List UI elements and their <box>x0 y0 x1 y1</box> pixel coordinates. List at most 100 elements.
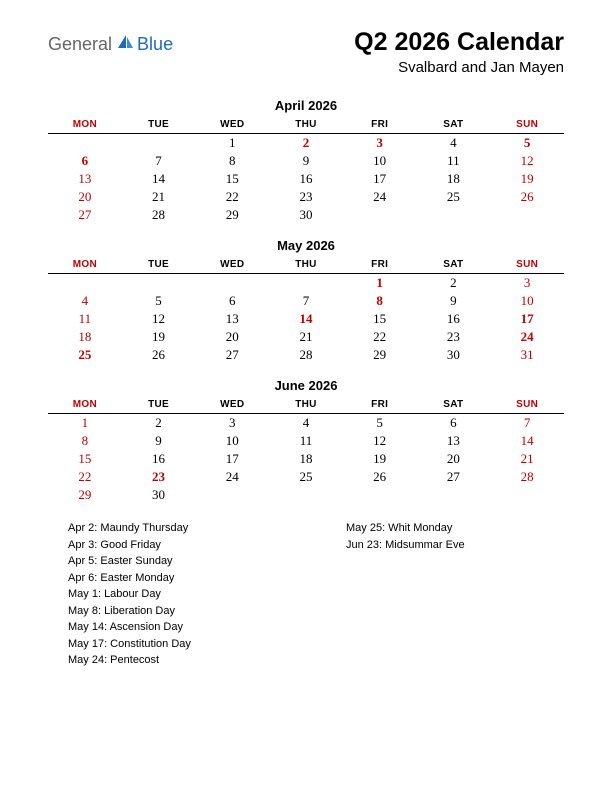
header: General Blue Q2 2026 Calendar Svalbard a… <box>48 28 564 76</box>
holiday-item: Apr 3: Good Friday <box>68 537 286 554</box>
calendar-cell: 15 <box>195 170 269 188</box>
calendar-table: MONTUEWEDTHUFRISATSUN1234567891011121314… <box>48 396 564 504</box>
day-header: FRI <box>343 396 417 414</box>
calendar-cell: 9 <box>122 432 196 450</box>
calendar-cell: 20 <box>48 188 122 206</box>
calendar-cell <box>417 486 491 504</box>
calendar-cell <box>343 486 417 504</box>
calendar-row: 891011121314 <box>48 432 564 450</box>
calendar-cell: 17 <box>343 170 417 188</box>
calendar-cell: 20 <box>195 328 269 346</box>
calendar-cell: 18 <box>269 450 343 468</box>
month-title: June 2026 <box>48 378 564 393</box>
calendar-cell: 6 <box>48 152 122 170</box>
calendar-cell: 13 <box>417 432 491 450</box>
calendar-cell: 3 <box>490 274 564 293</box>
calendar-cell <box>269 486 343 504</box>
calendar-cell: 29 <box>343 346 417 364</box>
holiday-item: May 1: Labour Day <box>68 586 286 603</box>
calendar-cell: 26 <box>343 468 417 486</box>
logo-sail-icon <box>117 34 135 55</box>
calendar-table: MONTUEWEDTHUFRISATSUN1234567891011121314… <box>48 116 564 224</box>
day-header: WED <box>195 256 269 274</box>
calendar-cell: 1 <box>195 134 269 153</box>
day-header: FRI <box>343 256 417 274</box>
calendar-cell: 18 <box>48 328 122 346</box>
day-header: MON <box>48 116 122 134</box>
calendar-cell: 30 <box>122 486 196 504</box>
holiday-item: Apr 2: Maundy Thursday <box>68 520 286 537</box>
holidays-right-col: May 25: Whit MondayJun 23: Midsummar Eve <box>346 520 564 669</box>
day-header: THU <box>269 256 343 274</box>
day-header: WED <box>195 396 269 414</box>
calendar-cell: 1 <box>48 414 122 433</box>
calendar-cell: 10 <box>195 432 269 450</box>
page-subtitle: Svalbard and Jan Mayen <box>354 59 564 76</box>
calendar-cell: 8 <box>195 152 269 170</box>
calendar-row: 22232425262728 <box>48 468 564 486</box>
calendar-cell: 5 <box>343 414 417 433</box>
day-header: THU <box>269 396 343 414</box>
calendar-cell: 12 <box>122 310 196 328</box>
calendar-cell <box>122 134 196 153</box>
calendar-cell: 20 <box>417 450 491 468</box>
day-header: TUE <box>122 256 196 274</box>
calendar-cell <box>195 274 269 293</box>
calendar-cell: 10 <box>490 292 564 310</box>
calendar-row: 11121314151617 <box>48 310 564 328</box>
calendar-cell: 11 <box>269 432 343 450</box>
calendar-cell: 29 <box>195 206 269 224</box>
calendar-cell: 18 <box>417 170 491 188</box>
calendar-cell: 21 <box>122 188 196 206</box>
calendar-cell: 16 <box>269 170 343 188</box>
calendar-cell: 22 <box>195 188 269 206</box>
month-block: June 2026MONTUEWEDTHUFRISATSUN1234567891… <box>48 378 564 504</box>
logo: General Blue <box>48 34 173 55</box>
calendar-cell: 30 <box>417 346 491 364</box>
calendar-row: 45678910 <box>48 292 564 310</box>
calendar-row: 123 <box>48 274 564 293</box>
calendar-cell <box>490 206 564 224</box>
calendar-row: 2930 <box>48 486 564 504</box>
calendar-cell: 2 <box>122 414 196 433</box>
calendar-cell: 22 <box>343 328 417 346</box>
holidays-list: Apr 2: Maundy ThursdayApr 3: Good Friday… <box>48 520 564 669</box>
calendar-row: 18192021222324 <box>48 328 564 346</box>
holiday-item: May 14: Ascension Day <box>68 619 286 636</box>
calendar-cell: 7 <box>269 292 343 310</box>
calendar-cell: 23 <box>122 468 196 486</box>
day-header: TUE <box>122 396 196 414</box>
calendar-cell: 9 <box>417 292 491 310</box>
day-header: SAT <box>417 256 491 274</box>
calendar-cell <box>122 274 196 293</box>
calendar-cell: 8 <box>343 292 417 310</box>
calendar-cell: 24 <box>343 188 417 206</box>
calendar-row: 15161718192021 <box>48 450 564 468</box>
calendar-cell: 6 <box>195 292 269 310</box>
calendar-cell: 31 <box>490 346 564 364</box>
calendar-cell: 5 <box>490 134 564 153</box>
calendar-cell: 13 <box>48 170 122 188</box>
calendar-cell <box>417 206 491 224</box>
calendar-cell: 1 <box>343 274 417 293</box>
calendar-cell: 16 <box>417 310 491 328</box>
calendar-cell: 30 <box>269 206 343 224</box>
holiday-item: Apr 5: Easter Sunday <box>68 553 286 570</box>
day-header: SUN <box>490 116 564 134</box>
calendar-row: 6789101112 <box>48 152 564 170</box>
calendar-cell: 25 <box>48 346 122 364</box>
holiday-item: Apr 6: Easter Monday <box>68 570 286 587</box>
calendar-cell: 28 <box>490 468 564 486</box>
calendar-cell <box>48 274 122 293</box>
calendar-cell: 4 <box>48 292 122 310</box>
calendar-cell <box>343 206 417 224</box>
calendar-row: 20212223242526 <box>48 188 564 206</box>
calendar-cell: 7 <box>490 414 564 433</box>
calendar-cell: 2 <box>417 274 491 293</box>
calendar-cell <box>195 486 269 504</box>
day-header: SUN <box>490 396 564 414</box>
calendar-cell: 17 <box>490 310 564 328</box>
page-title: Q2 2026 Calendar <box>354 28 564 57</box>
calendar-cell <box>48 134 122 153</box>
title-block: Q2 2026 Calendar Svalbard and Jan Mayen <box>354 28 564 76</box>
